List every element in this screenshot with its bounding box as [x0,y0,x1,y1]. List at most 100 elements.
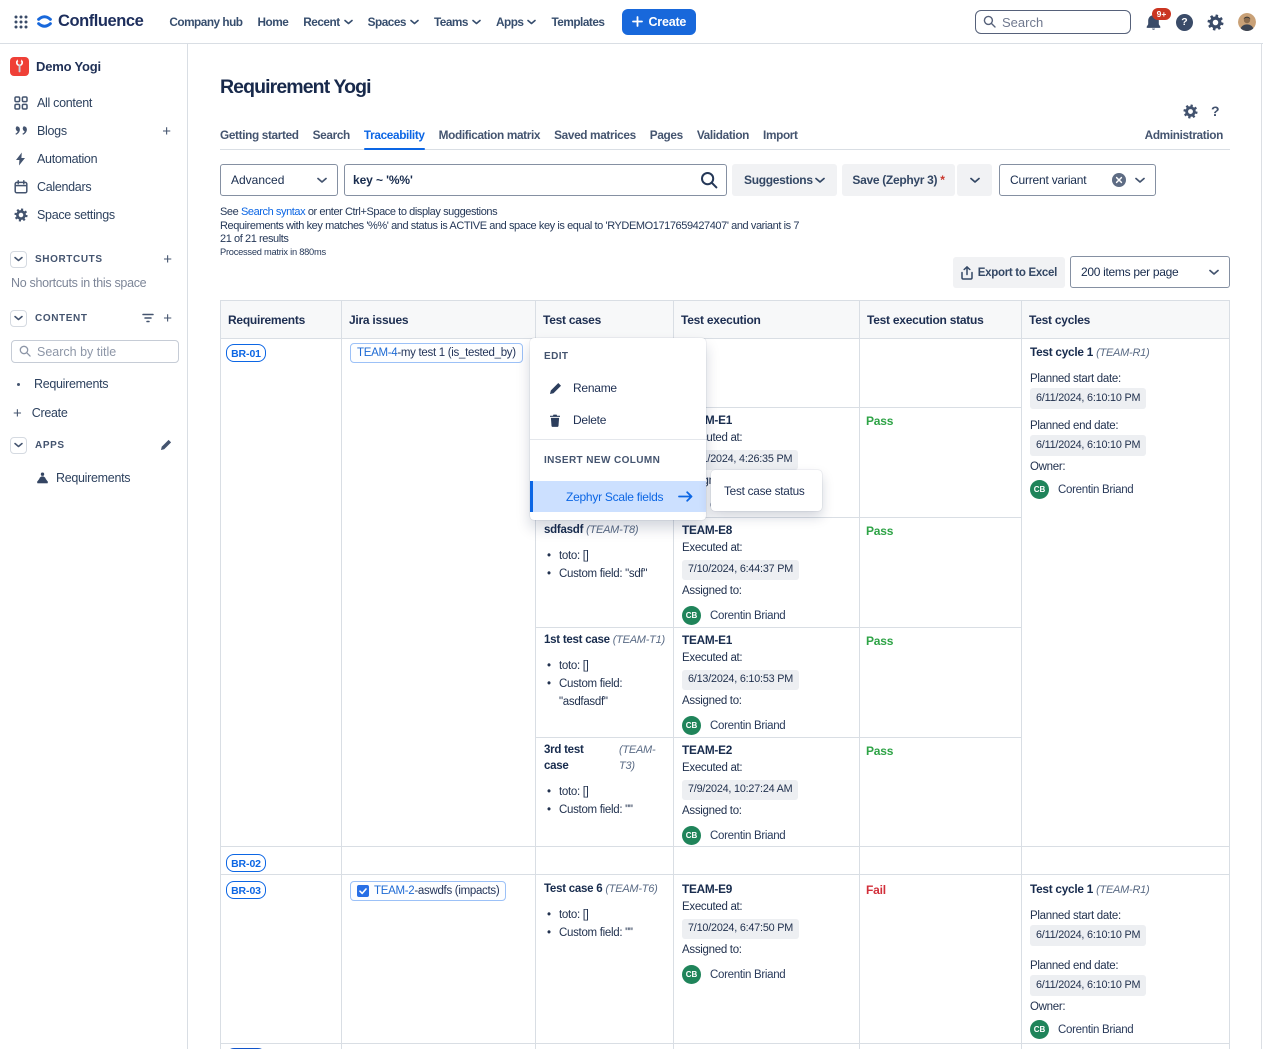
clear-icon[interactable] [1112,173,1126,187]
sidebar-item-space-settings[interactable]: Space settings [0,201,187,229]
trash-icon [548,414,562,427]
user-avatar[interactable] [1238,13,1256,31]
sidebar-item-automation[interactable]: Automation [0,145,187,173]
lightning-icon [13,152,28,166]
add-shortcut-icon[interactable]: + [163,250,172,268]
collapse-shortcuts-icon[interactable] [10,250,27,268]
save-button[interactable]: Save (Zephyr 3) * [842,164,955,196]
export-excel-button[interactable]: Export to Excel [952,257,1065,288]
column-header-test-cases[interactable]: Test cases [536,301,674,338]
table-row-br03: BR-03 TEAM-2 -aswdfs (impacts) Test case … [221,875,1229,1044]
status-cell: Pass [860,408,1021,518]
column-header-test-cycles[interactable]: Test cycles [1029,312,1091,327]
create-button[interactable]: Create [622,8,697,35]
nav-link-recent[interactable]: Recent [303,15,353,29]
tab-modification-matrix[interactable]: Modification matrix [438,128,541,142]
column-header-test-execution-status[interactable]: Test execution status [860,301,1022,338]
page-size-select[interactable]: 200 items per page [1070,256,1230,288]
status-badge: Fail [866,883,886,897]
nav-link-spaces[interactable]: Spaces [368,15,419,29]
column-header-test-execution[interactable]: Test execution [674,301,860,338]
menu-section-edit: EDIT [544,351,569,362]
pencil-icon[interactable] [160,439,172,451]
sidebar-item-all-content[interactable]: All content [0,89,187,117]
suggestions-button[interactable]: Suggestions [732,164,837,196]
processing-time: Processed matrix in 880ms [220,247,326,257]
nav-link-apps[interactable]: Apps [496,15,537,29]
main-content: Requirement Yogi ? Getting started Searc… [188,44,1263,1049]
status-cell: Fail [860,875,1022,1043]
status-cell: Pass [860,518,1021,628]
column-header-jira-issues[interactable]: Jira issues [342,301,536,338]
nav-link-home[interactable]: Home [257,14,289,29]
macro-settings-gear-icon[interactable] [1183,103,1198,119]
timestamp-badge: 6/11/2024, 6:10:10 PM [1030,925,1147,946]
nav-link-company-hub[interactable]: Company hub [169,14,243,29]
chevron-down-icon [472,19,481,25]
search-syntax-link[interactable]: Search syntax [240,206,306,218]
shortcuts-title: SHORTCUTS [35,253,103,265]
tab-administration[interactable]: Administration [1144,128,1224,142]
notifications-button[interactable]: 9+ [1145,7,1171,31]
requirement-chip[interactable]: BR-03 [226,881,266,899]
menu-item-delete[interactable]: Delete [530,404,706,436]
chevron-down-icon [410,19,419,25]
gear-icon [13,208,28,222]
content-search-input[interactable] [11,340,179,363]
tab-getting-started[interactable]: Getting started [220,128,299,142]
test-cycle-cell: Test cycle 1 (TEAM-R1) Planned start dat… [1022,875,1229,1043]
chevron-down-icon [343,19,353,25]
content-section-header: CONTENT + [0,306,187,330]
settings-button[interactable] [1207,13,1224,31]
sidebar-app-requirements[interactable]: Requirements [0,465,187,491]
sidebar-item-calendars[interactable]: Calendars [0,173,187,201]
content-create-item[interactable]: + Create [13,404,68,422]
search-controls: Advanced key ~ '%%' Suggestions Save (Ze… [220,164,1156,196]
status-cell: Pass [860,738,1021,846]
nav-link-templates[interactable]: Templates [551,14,605,29]
sidebar-item-blogs[interactable]: Blogs + [0,117,187,145]
requirement-chip[interactable]: BR-01 [226,344,266,362]
add-blog-icon[interactable]: + [162,122,171,140]
collapse-apps-icon[interactable] [10,436,27,454]
avatar: CB [1030,480,1049,499]
requirement-chip[interactable]: BR-02 [226,854,266,872]
collapse-content-icon[interactable] [10,309,27,327]
help-button[interactable]: ? [1176,13,1193,31]
timestamp-badge: 7/10/2024, 6:44:37 PM [682,560,800,580]
notification-badge: 9+ [1152,7,1171,20]
top-navbar: Confluence Company hub Home Recent Space… [0,0,1263,44]
tab-import[interactable]: Import [763,128,798,142]
save-more-button[interactable] [957,164,992,196]
tab-saved-matrices[interactable]: Saved matrices [554,128,636,142]
help-question-icon[interactable]: ? [1211,103,1220,119]
test-execution-cell: TEAM-E1 Executed at: 6/13/2024, 6:10:53 … [674,628,859,738]
app-switcher-icon[interactable] [14,15,28,29]
timestamp-badge: 6/11/2024, 6:10:10 PM [1030,388,1147,409]
mode-select[interactable]: Advanced [220,164,338,196]
filter-icon[interactable] [142,313,154,323]
timestamp-badge: 6/11/2024, 6:10:10 PM [1030,435,1147,456]
confluence-logo[interactable]: Confluence [37,12,144,31]
nav-link-teams[interactable]: Teams [434,15,481,29]
test-cycle-cell: Test cycle 1 (TEAM-R1) Planned start dat… [1022,339,1229,846]
query-input[interactable]: key ~ '%%' [344,164,727,196]
tab-validation[interactable]: Validation [696,128,750,142]
space-header[interactable]: Demo Yogi [10,57,187,76]
tab-traceability[interactable]: Traceability [363,128,425,150]
add-content-icon[interactable]: + [163,309,172,327]
content-tree-item-requirements[interactable]: Requirements [0,370,187,398]
submenu-item-test-case-status[interactable]: Test case status [724,483,805,498]
global-search-input[interactable] [975,10,1131,34]
tab-search[interactable]: Search [312,128,351,142]
menu-item-zephyr-scale-fields[interactable]: Zephyr Scale fields [530,481,706,512]
test-case-cell: 3rd test case (TEAM-T3) toto: []Custom f… [536,738,673,846]
tab-pages[interactable]: Pages [649,128,683,142]
search-submit-icon[interactable] [700,171,718,189]
column-header-requirements[interactable]: Requirements [221,301,342,338]
menu-item-rename[interactable]: Rename [530,372,706,404]
jira-issue-link[interactable]: TEAM-2 -aswdfs (impacts) [350,881,507,901]
variant-select[interactable]: Current variant [999,164,1156,196]
arrow-right-icon [678,491,693,502]
jira-issue-link[interactable]: TEAM-4 -my test 1 (is_tested_by) [350,343,523,363]
